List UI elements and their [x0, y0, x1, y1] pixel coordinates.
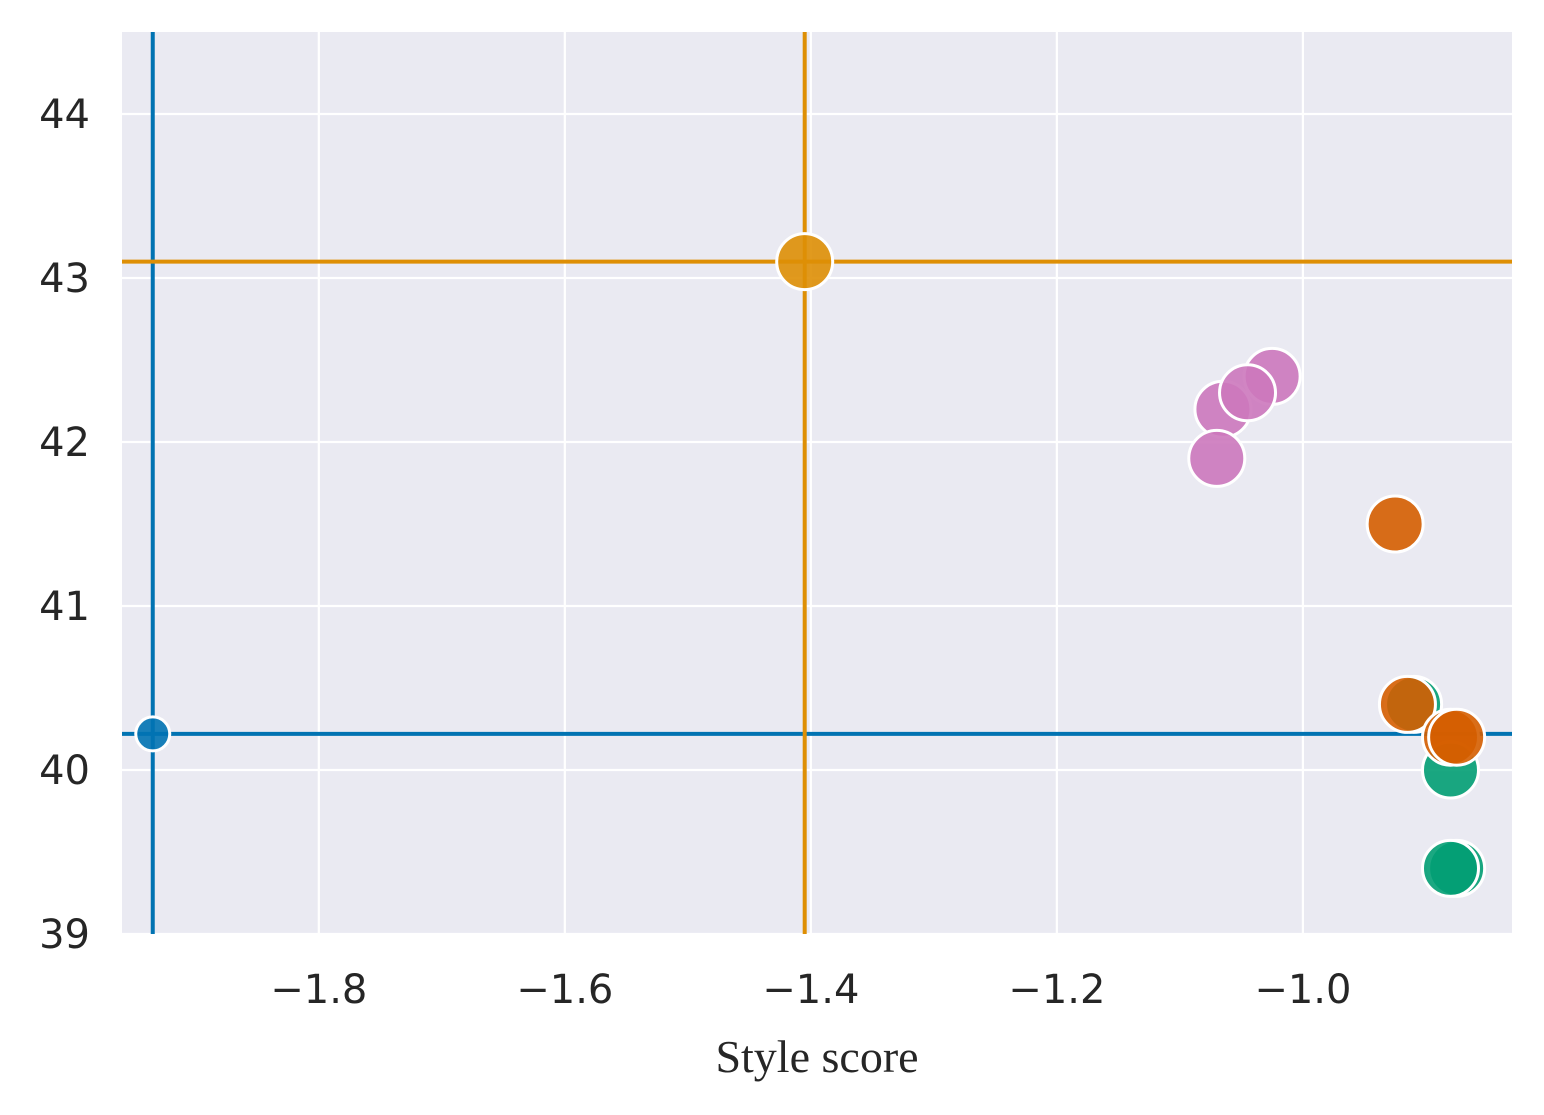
y-tick-label-2: 41 [39, 584, 90, 630]
x-tick-label-1: −1.6 [516, 967, 613, 1013]
data-point-0-0 [134, 715, 172, 753]
data-point-1-0 [775, 232, 835, 292]
y-tick-label-1: 40 [39, 748, 90, 794]
data-points [134, 232, 1487, 898]
data-point-4-0 [1365, 494, 1425, 554]
y-tick-labels: 39 40 41 42 43 44 [39, 92, 90, 958]
y-tick-label-5: 44 [39, 92, 90, 138]
data-point-2-3 [1187, 428, 1247, 488]
data-point-4-3 [1427, 707, 1487, 767]
data-point-2-2 [1218, 363, 1278, 423]
x-axis-label: Style score [715, 1031, 918, 1082]
plot-area [122, 32, 1512, 934]
y-tick-label-4: 43 [39, 256, 90, 302]
x-tick-labels: −1.8 −1.6 −1.4 −1.2 −1.0 [270, 967, 1351, 1013]
x-tick-label-3: −1.2 [1008, 967, 1105, 1013]
y-tick-label-0: 39 [39, 912, 90, 958]
data-point-4-1 [1377, 674, 1437, 734]
x-tick-label-0: −1.8 [270, 967, 367, 1013]
x-tick-label-4: −1.0 [1254, 967, 1351, 1013]
x-tick-label-2: −1.4 [762, 967, 859, 1013]
data-point-3-3 [1420, 838, 1480, 898]
y-tick-label-3: 42 [39, 420, 90, 466]
